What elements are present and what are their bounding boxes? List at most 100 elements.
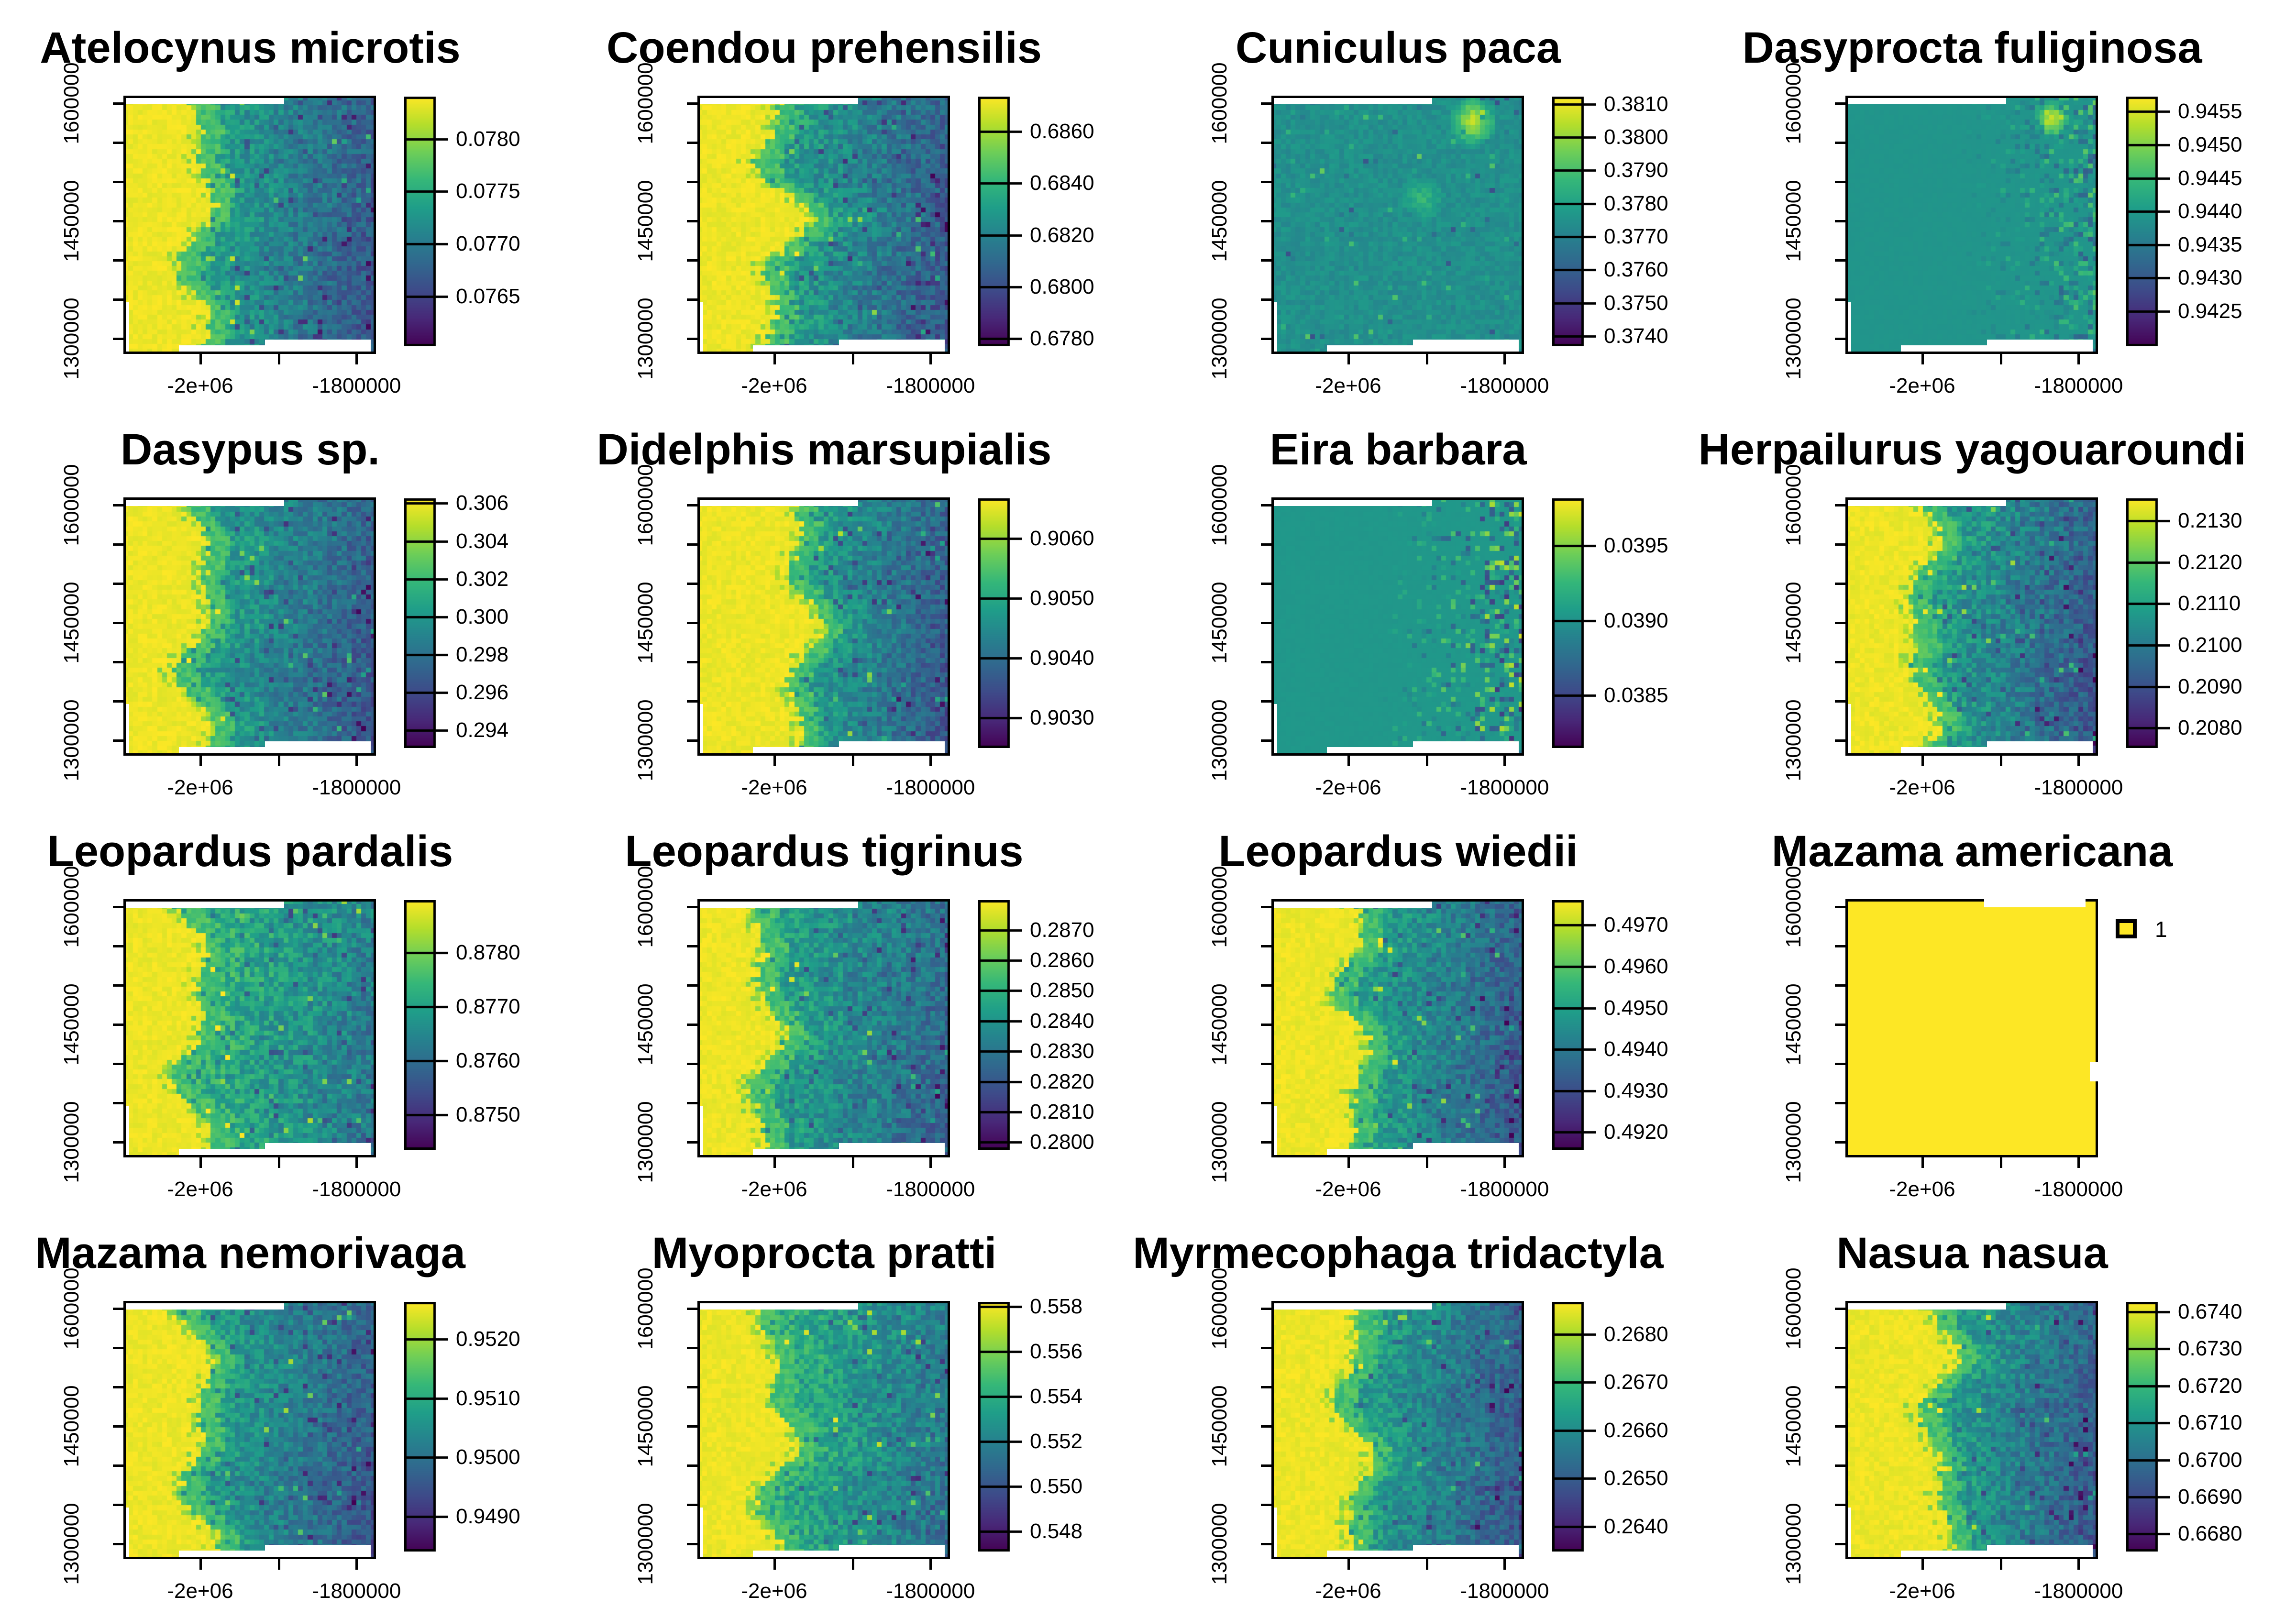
y-axis-tick-label: 1450000	[1208, 983, 1231, 1066]
species-panel: Cuniculus paca 1600000 1450000 1300000 -2e+…	[1148, 0, 1722, 402]
colorbar-tick-label: 0.9425	[2178, 299, 2242, 323]
panel-title: Herpailurus yagouaroundi	[1698, 425, 2246, 474]
panel-title: Eira barbara	[1269, 425, 1527, 474]
panel-title: Dasypus sp.	[121, 425, 380, 474]
map-canvas	[1271, 497, 1524, 756]
species-panel: Eira barbara 1600000 1450000 1300000 -2e+06…	[1148, 402, 1722, 804]
na-notch	[1847, 302, 1852, 352]
colorbar-tick-label: 0.300	[456, 605, 509, 628]
colorbar-tick-label: 0.9450	[2178, 132, 2242, 156]
y-axis-tick	[113, 1503, 123, 1506]
na-notch	[125, 499, 285, 506]
y-axis-tick	[113, 1386, 123, 1388]
y-axis-tick	[1835, 337, 1845, 340]
colorbar-tick-label: 0.4960	[1604, 954, 1668, 978]
na-notch	[1327, 1148, 1418, 1156]
colorbar-tick-label: 0.2800	[1030, 1130, 1094, 1154]
y-axis-tick	[1261, 660, 1271, 663]
map-canvas	[123, 497, 376, 756]
na-notch	[839, 1545, 945, 1557]
y-axis-tick	[687, 337, 697, 340]
colorbar-tick-label: 0.0395	[1604, 534, 1668, 558]
species-panel: Myrmecophaga tridactyla 1600000 1450000 13…	[1133, 1205, 1722, 1607]
species-panel: Leopardus wiedii 1600000 1450000 1300000 -2…	[1148, 804, 1722, 1205]
y-axis-tick	[1835, 1308, 1845, 1310]
x-axis-tick	[277, 354, 280, 364]
na-notch	[1984, 898, 2086, 908]
map	[697, 1301, 950, 1559]
colorbar-tick-label: 0.306	[456, 491, 509, 515]
y-axis-tick	[113, 1347, 123, 1350]
panel-title: Mazama americana	[1771, 827, 2173, 876]
na-notch	[753, 345, 844, 352]
colorbar-tick-label: 0.2680	[1604, 1322, 1668, 1346]
y-axis-tick	[1261, 1023, 1271, 1026]
colorbar-tick-label: 0.3770	[1604, 225, 1668, 249]
colorbar-tick-label: 0.9445	[2178, 166, 2242, 190]
y-axis-tick	[113, 739, 123, 742]
na-notch	[125, 302, 130, 352]
na-notch	[265, 1143, 371, 1156]
colorbar-tick-label: 0.304	[456, 529, 509, 553]
x-axis-tick	[1503, 1559, 1506, 1570]
y-axis-tick	[687, 220, 697, 222]
species-panel: Leopardus pardalis 1600000 1450000 1300000…	[0, 804, 574, 1205]
y-axis-tick	[687, 660, 697, 663]
y-axis-tick	[1261, 945, 1271, 948]
y-axis-tick	[1835, 1347, 1845, 1350]
map	[123, 1301, 376, 1559]
colorbar-tick-label: 0.552	[1030, 1430, 1083, 1453]
colorbar-tick-label: 0.6710	[2178, 1411, 2242, 1435]
colorbar-tick-label: 0.9520	[456, 1327, 520, 1351]
panel-title: Nasua nasua	[1836, 1229, 2108, 1277]
y-axis-tick	[113, 906, 123, 909]
y-axis-tick	[113, 1425, 123, 1428]
y-axis-tick-label: 1300000	[1208, 1101, 1231, 1183]
y-axis-tick	[687, 1347, 697, 1350]
colorbar	[1552, 900, 1596, 1150]
y-axis-tick	[687, 906, 697, 909]
y-axis-tick	[1835, 1141, 1845, 1144]
x-axis-tick	[2077, 756, 2080, 766]
y-axis-tick-label: 1600000	[634, 464, 657, 546]
na-notch	[179, 1148, 270, 1156]
y-axis-tick	[1261, 700, 1271, 703]
colorbar	[404, 498, 448, 748]
colorbar-tick-label: 0.9040	[1030, 646, 1094, 670]
na-notch	[1273, 1508, 1278, 1557]
y-axis-tick-label: 1450000	[60, 983, 83, 1066]
map	[1271, 497, 1524, 756]
y-axis-tick-label: 1450000	[634, 1385, 657, 1467]
y-axis-tick-label: 1450000	[1782, 1385, 1805, 1467]
x-axis-tick	[1425, 1559, 1428, 1570]
x-axis-tick-label: -2e+06	[1315, 1178, 1381, 1201]
x-axis-tick	[1999, 1157, 2002, 1168]
y-axis-tick	[1835, 1386, 1845, 1388]
y-axis-tick	[113, 621, 123, 624]
x-axis-tick-label: -1800000	[886, 1178, 975, 1201]
x-axis-tick-label: -1800000	[2034, 1579, 2123, 1603]
x-axis-tick	[1347, 354, 1350, 364]
y-axis-tick	[113, 220, 123, 222]
x-axis-tick	[773, 756, 776, 766]
y-axis-tick	[113, 180, 123, 183]
colorbar-tick-label: 0.8770	[456, 994, 520, 1018]
colorbar-tick-label: 0.2810	[1030, 1100, 1094, 1123]
colorbar-tick-label: 0.6800	[1030, 275, 1094, 299]
y-axis-tick	[687, 1023, 697, 1026]
x-axis-tick	[355, 756, 358, 766]
colorbar-tick-label: 0.3750	[1604, 291, 1668, 315]
map	[697, 497, 950, 756]
x-axis-tick-label: -1800000	[1460, 776, 1549, 799]
y-axis-tick-label: 1300000	[1208, 297, 1231, 380]
panel-title: Mazama nemorivaga	[35, 1229, 465, 1277]
y-axis-tick	[1261, 582, 1271, 585]
panel-title: Atelocynus microtis	[40, 23, 461, 72]
y-axis-tick	[687, 543, 697, 546]
na-notch	[179, 1550, 270, 1557]
colorbar-tick-label: 0.0385	[1604, 683, 1668, 707]
x-axis-tick	[1425, 354, 1428, 364]
map	[1271, 1301, 1524, 1559]
panel-title: Leopardus wiedii	[1218, 827, 1578, 876]
colorbar-tick-label: 0.6840	[1030, 171, 1094, 195]
